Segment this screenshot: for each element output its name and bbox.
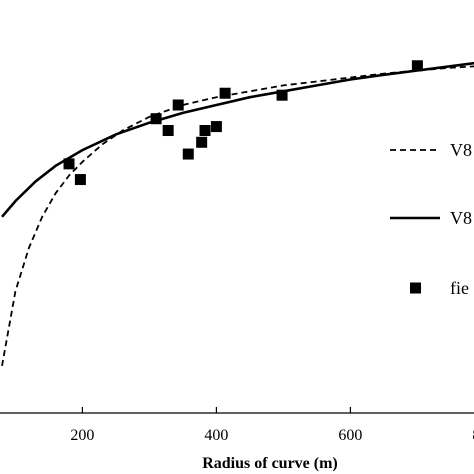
data-point bbox=[63, 158, 75, 170]
data-point bbox=[74, 174, 86, 186]
data-point bbox=[219, 87, 231, 99]
data-point bbox=[150, 113, 162, 125]
x-tick-label: 200 bbox=[70, 427, 94, 444]
legend-swatch-square bbox=[410, 282, 421, 294]
data-point bbox=[182, 148, 194, 160]
plot-area: 200 400 600 800 bbox=[0, 60, 474, 444]
data-point bbox=[199, 125, 211, 137]
data-point bbox=[276, 89, 288, 101]
x-axis-ticks: 200 400 600 800 bbox=[70, 407, 474, 444]
legend: V8 V8 fie bbox=[390, 140, 472, 298]
data-point bbox=[162, 125, 174, 137]
data-point bbox=[411, 60, 423, 72]
legend-label: V8 bbox=[450, 140, 472, 160]
series-layer bbox=[1, 61, 474, 367]
x-axis-title: Radius of curve (m) bbox=[202, 455, 338, 472]
legend-label: fie bbox=[450, 278, 469, 298]
series-line-dashed bbox=[1, 65, 474, 367]
x-tick-label: 600 bbox=[338, 427, 362, 444]
data-point bbox=[210, 121, 222, 133]
data-point bbox=[172, 99, 184, 111]
marker-layer bbox=[63, 60, 423, 186]
series-line-solid bbox=[1, 61, 474, 218]
data-point bbox=[196, 136, 208, 148]
legend-label: V8 bbox=[450, 208, 472, 228]
x-tick-label: 800 bbox=[472, 427, 474, 444]
x-tick-label: 400 bbox=[204, 427, 228, 444]
